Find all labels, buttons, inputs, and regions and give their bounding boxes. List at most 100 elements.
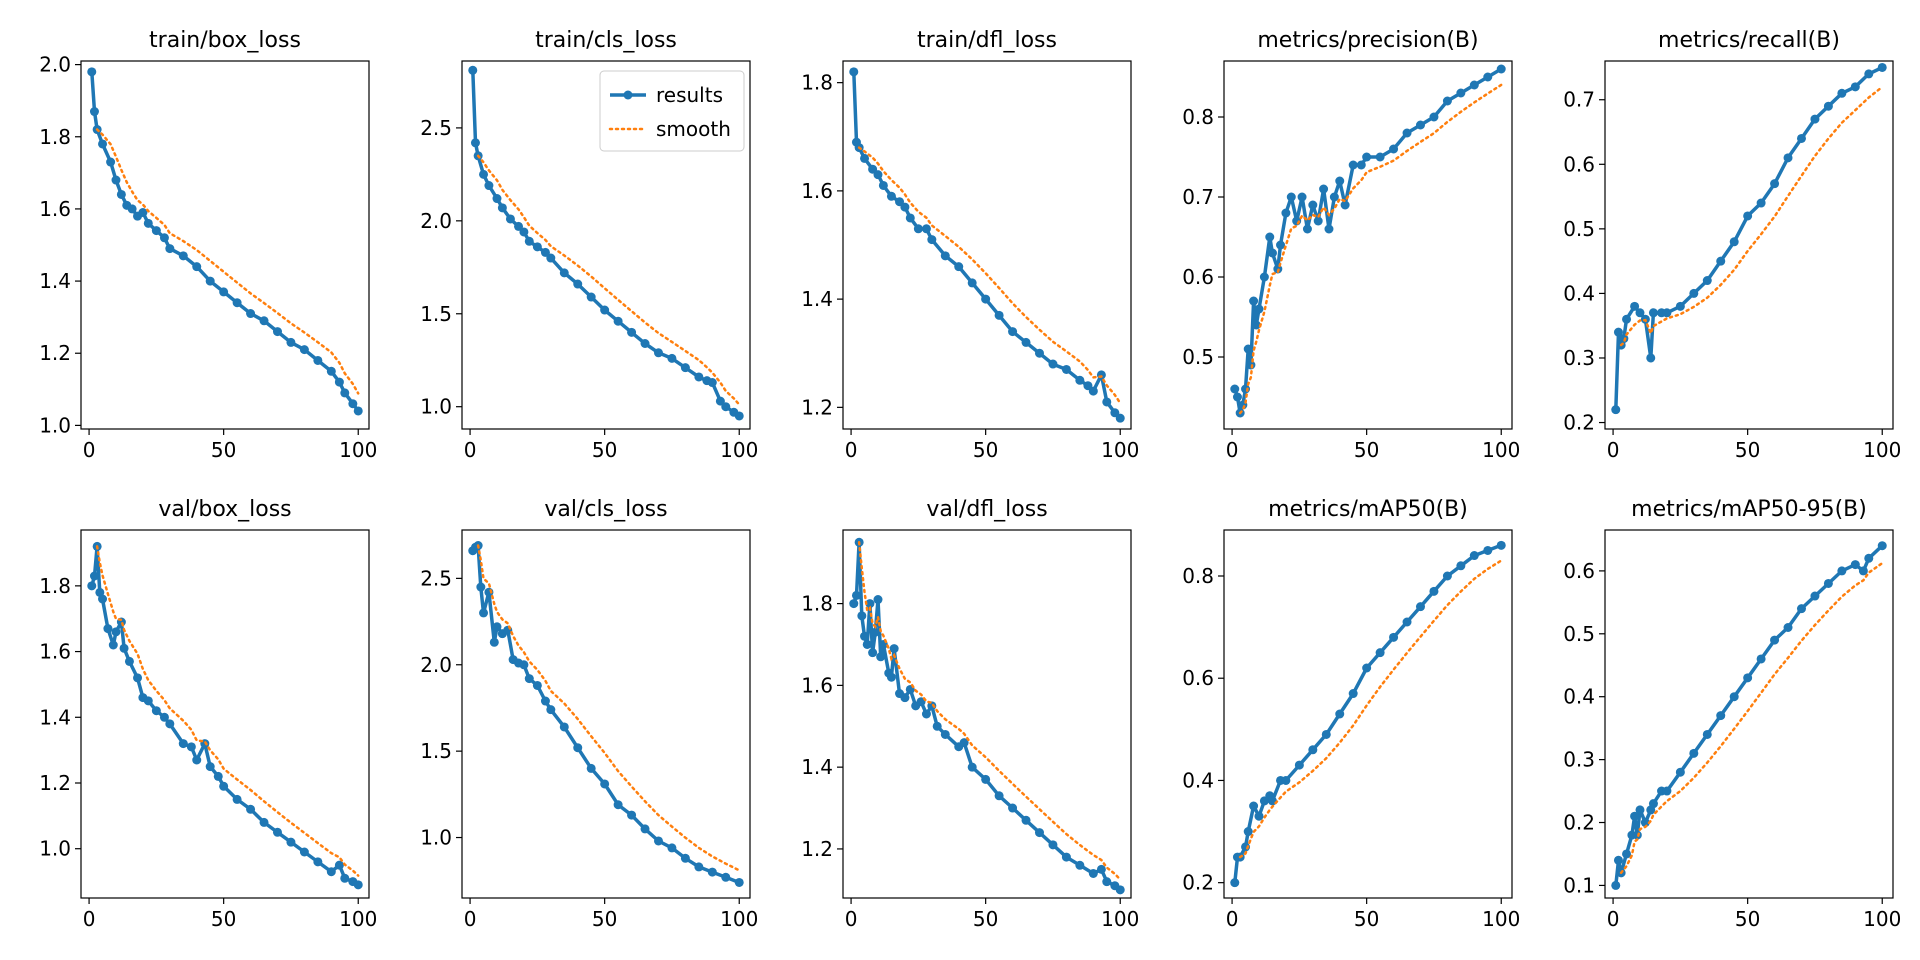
x-tick-label: 50 — [1354, 907, 1379, 931]
results-point — [1613, 855, 1623, 865]
x-tick-label: 50 — [211, 438, 236, 462]
y-tick-label: 0.6 — [1182, 265, 1214, 289]
results-point — [143, 218, 153, 228]
results-point — [1675, 301, 1685, 311]
subplot-title: val/box_loss — [158, 497, 291, 522]
results-point — [159, 712, 169, 722]
results-point — [1783, 623, 1793, 633]
results-point — [532, 680, 542, 690]
results-point — [103, 624, 113, 634]
results-point — [1622, 314, 1632, 324]
results-point — [524, 236, 534, 246]
results-point — [1321, 729, 1331, 739]
subplot-title: train/dfl_loss — [917, 28, 1057, 53]
results-point — [876, 652, 886, 662]
y-tick-label: 1.4 — [801, 287, 833, 311]
results-point — [143, 696, 153, 706]
results-point — [600, 779, 610, 789]
results-point — [116, 189, 126, 199]
results-point — [111, 627, 121, 637]
results-point — [272, 827, 282, 837]
results-point — [259, 316, 269, 326]
results-point — [246, 309, 256, 319]
results-point — [232, 298, 242, 308]
results-point — [519, 227, 529, 237]
results-point — [1496, 540, 1506, 550]
results-point — [1877, 62, 1887, 72]
results-point — [524, 674, 534, 684]
x-tick-label: 50 — [1735, 907, 1760, 931]
results-point — [1783, 153, 1793, 163]
results-point — [1689, 748, 1699, 758]
results-point — [546, 253, 556, 263]
y-tick-label: 1.6 — [39, 640, 71, 664]
y-tick-label: 0.4 — [1182, 768, 1214, 792]
legend-results-label: results — [656, 83, 723, 107]
results-point — [87, 67, 97, 77]
results-point — [959, 738, 969, 748]
smooth-series-line — [857, 146, 1122, 405]
results-point — [932, 721, 942, 731]
results-point — [680, 363, 690, 373]
results-point — [1796, 133, 1806, 143]
results-point — [860, 631, 870, 641]
y-tick-label: 2.0 — [420, 209, 452, 233]
subplot-title: metrics/mAP50(B) — [1268, 497, 1468, 522]
subplot-title: train/cls_loss — [535, 28, 677, 53]
axes-frame — [842, 529, 1132, 899]
results-point — [1267, 248, 1277, 258]
results-point — [1622, 849, 1632, 859]
results-point — [1635, 308, 1645, 318]
results-point — [1230, 384, 1240, 394]
results-point — [1232, 392, 1242, 402]
results-point — [1456, 88, 1466, 98]
x-tick-label: 50 — [1735, 438, 1760, 462]
results-point — [540, 247, 550, 257]
results-point — [851, 590, 861, 600]
results-point — [921, 709, 931, 719]
results-point — [1770, 635, 1780, 645]
subplot-title: val/dfl_loss — [926, 497, 1047, 522]
results-point — [653, 836, 663, 846]
results-point — [994, 791, 1004, 801]
axes-frame — [461, 60, 751, 430]
results-point — [1075, 860, 1085, 870]
y-tick-label: 0.3 — [1563, 346, 1595, 370]
results-point — [1640, 818, 1650, 828]
results-point — [1008, 803, 1018, 813]
results-point — [1689, 288, 1699, 298]
results-point — [886, 191, 896, 201]
results-point — [340, 873, 350, 883]
results-point — [1796, 604, 1806, 614]
results-point — [1675, 767, 1685, 777]
x-tick-label: 0 — [845, 907, 858, 931]
results-point — [1877, 541, 1887, 551]
results-point — [286, 337, 296, 347]
results-series-line — [1233, 67, 1503, 415]
results-series-line — [1233, 543, 1502, 883]
subplot-train-dfl-loss: train/dfl_loss 0 50 100 1.2 1.4 1.6 1.8 — [801, 28, 1139, 462]
results-point — [505, 214, 515, 224]
results-point — [219, 781, 229, 791]
axes-frame — [1604, 60, 1894, 430]
results-point — [1619, 334, 1629, 344]
results-point — [870, 627, 880, 637]
results-point — [1837, 88, 1847, 98]
results-point — [1743, 673, 1753, 683]
y-tick-label: 1.6 — [801, 673, 833, 697]
results-point — [1630, 301, 1640, 311]
results-point — [1254, 811, 1264, 821]
subplot-val-box-loss: val/box_loss 0 50 100 1.0 1.2 1.4 1.6 1.8 — [39, 497, 377, 931]
results-point — [1249, 801, 1259, 811]
results-point — [1102, 877, 1112, 887]
y-tick-label: 0.6 — [1563, 559, 1595, 583]
axes-frame — [1604, 529, 1894, 899]
x-tick-label: 0 — [1226, 907, 1239, 931]
results-point — [532, 242, 542, 252]
results-point — [1611, 405, 1621, 415]
results-point — [734, 877, 744, 887]
x-tick-label: 100 — [1863, 907, 1901, 931]
results-point — [600, 305, 610, 315]
y-tick-label: 1.4 — [801, 755, 833, 779]
results-point — [138, 208, 148, 218]
